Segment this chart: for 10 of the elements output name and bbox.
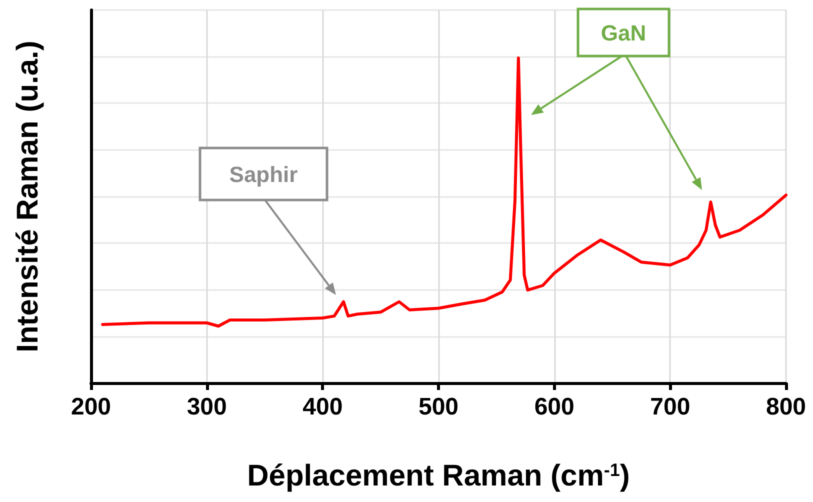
x-tick-label: 300 <box>186 394 227 420</box>
x-tick-label: 400 <box>302 394 343 420</box>
x-tick-label: 600 <box>534 394 574 420</box>
x-tick-label: 700 <box>650 394 690 420</box>
y-axis-title: Intensité Raman (u.a.) <box>12 40 44 352</box>
text: GaN <box>600 20 646 46</box>
x-tick-label: 200 <box>70 394 112 420</box>
annotation: Saphir <box>229 162 298 187</box>
x-tick-label: 500 <box>418 394 459 420</box>
x-tick-label: 800 <box>766 394 806 420</box>
